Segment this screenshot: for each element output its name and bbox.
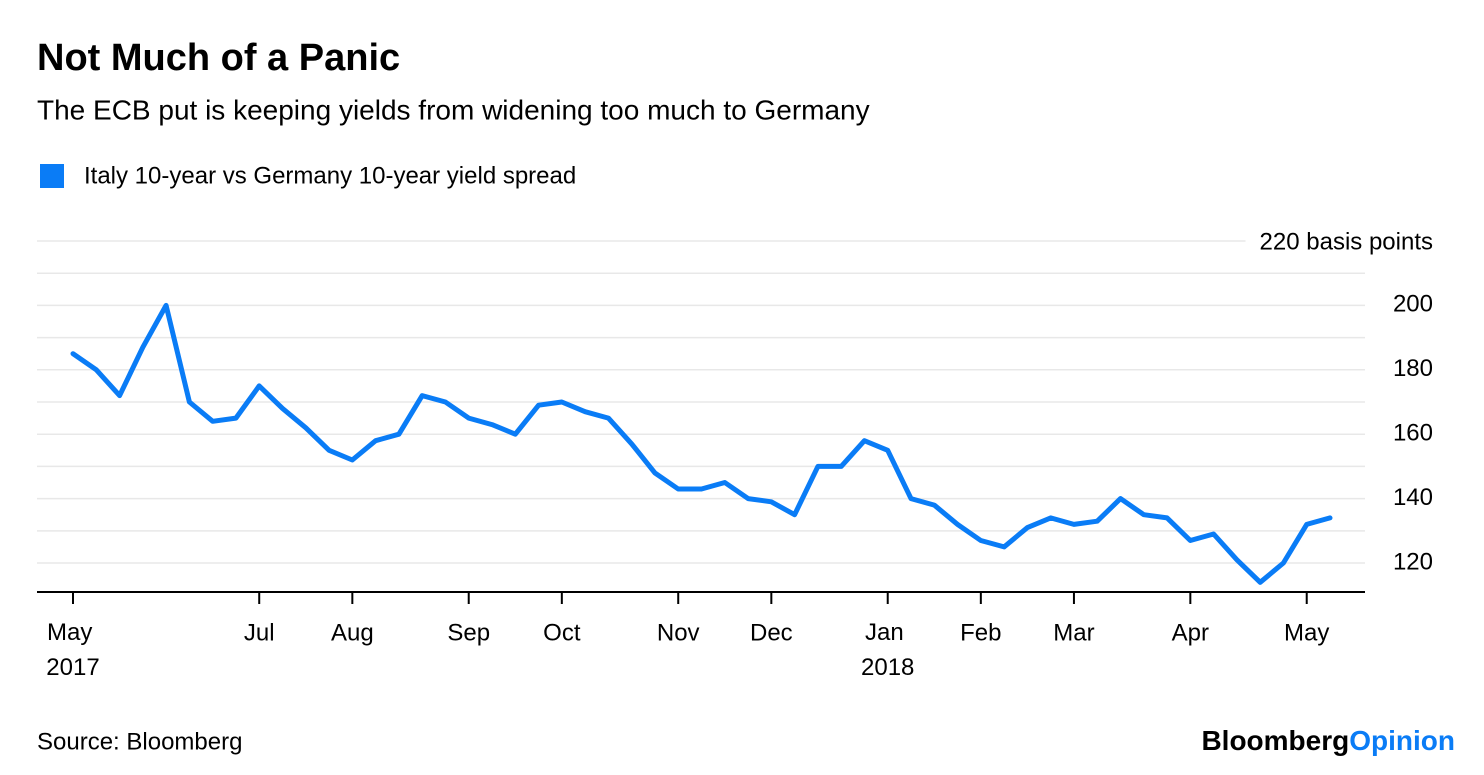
- x-tick-label: Oct: [543, 619, 581, 646]
- series-line: [70, 302, 1333, 585]
- y-tick-label: 160: [1393, 420, 1433, 447]
- x-tick-label: Dec: [750, 619, 793, 646]
- x-tick-label: Nov: [657, 619, 700, 646]
- x-tick-label: Mar: [1053, 619, 1094, 646]
- logo-second: Opinion: [1349, 725, 1455, 756]
- x-tick-label: Jan 2018: [861, 619, 914, 681]
- chart-title: Not Much of a Panic: [37, 37, 400, 79]
- x-tick-year: 2017: [46, 654, 99, 681]
- y-tick-label: 220 basis points: [1260, 228, 1433, 255]
- x-tick-label: Aug: [331, 619, 374, 646]
- y-tick-label: 140: [1393, 484, 1433, 511]
- x-tick-label: Feb: [960, 619, 1001, 646]
- x-tick-year: 2018: [861, 654, 914, 681]
- x-tick-month: May: [47, 619, 99, 646]
- logo: BloombergOpinion: [1201, 725, 1455, 756]
- y-tick-label: 200: [1393, 291, 1433, 318]
- x-tick-label: Jul: [244, 619, 275, 646]
- source: Source: Bloomberg: [37, 728, 242, 755]
- x-tick-label: May: [1284, 619, 1329, 646]
- x-tick-label: May 2017: [46, 619, 99, 681]
- y-tick-label: 180: [1393, 355, 1433, 382]
- x-tick-month: Jan: [865, 619, 910, 646]
- legend-label: Italy 10-year vs Germany 10-year yield s…: [84, 162, 576, 189]
- x-tick-label: Sep: [447, 619, 490, 646]
- logo-first: Bloomberg: [1201, 725, 1349, 756]
- y-tick-label: 120: [1393, 548, 1433, 575]
- legend-swatch: [40, 164, 64, 188]
- chart-subtitle: The ECB put is keeping yields from widen…: [37, 94, 870, 125]
- x-tick-label: Apr: [1172, 619, 1209, 646]
